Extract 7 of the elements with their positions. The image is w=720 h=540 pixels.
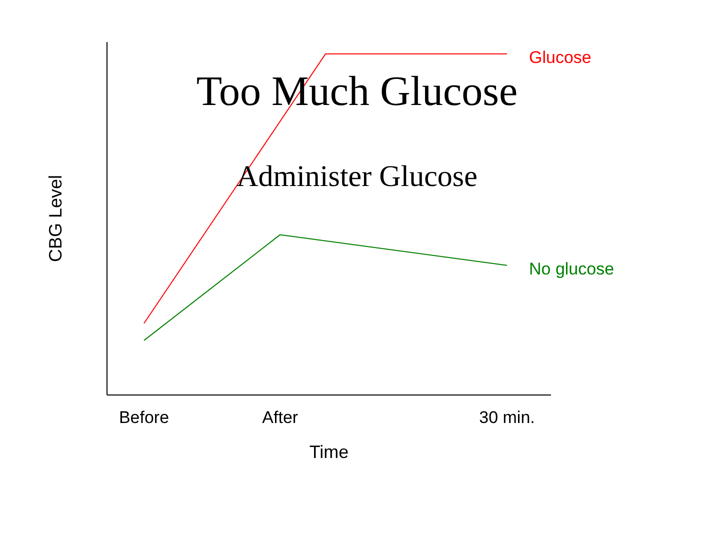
x-tick-label: 30 min. [479, 408, 535, 428]
series-label: No glucose [529, 259, 614, 278]
y-axis-title: CBG Level [45, 174, 66, 262]
series-label: Glucose [529, 48, 592, 67]
x-tick-label: After [262, 408, 298, 428]
x-tick-label: Before [118, 408, 170, 428]
x-axis-title: Time [309, 442, 349, 462]
